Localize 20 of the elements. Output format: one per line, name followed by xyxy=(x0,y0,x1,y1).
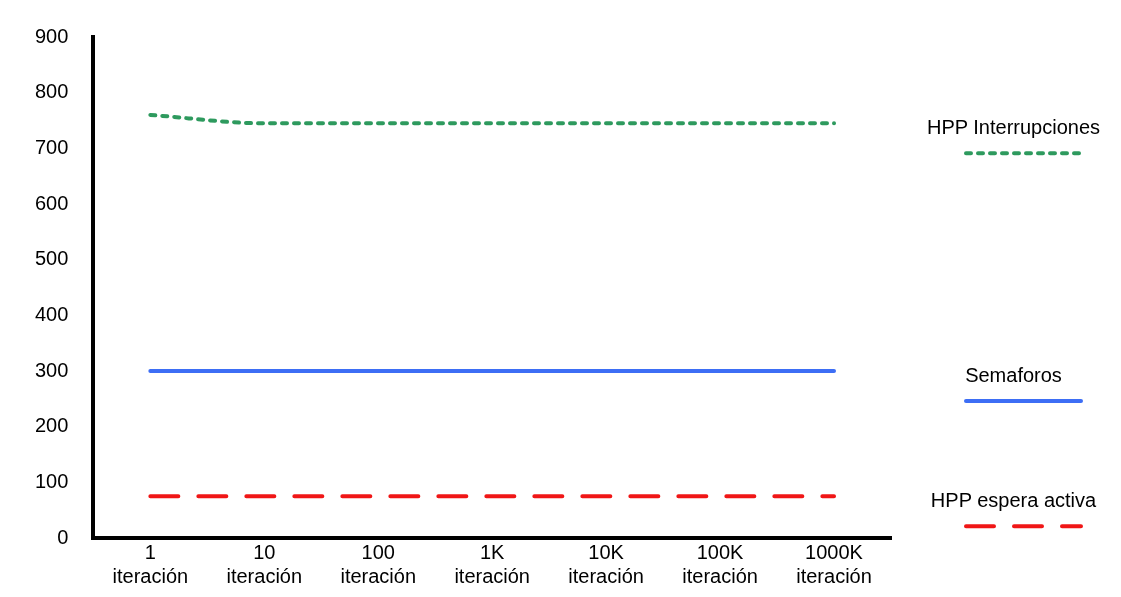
x-tick-label: 10K iteración xyxy=(568,540,644,587)
x-tick-label: 1 iteración xyxy=(112,540,189,587)
y-tick-label: 700 xyxy=(34,135,69,158)
text: Semaforos xyxy=(965,363,1062,386)
y-tick-label: 200 xyxy=(34,414,69,437)
x-tick-label: 10 iteración xyxy=(226,540,303,587)
x-tick-label: 100K iteración xyxy=(682,540,758,587)
y-tick-label: 500 xyxy=(34,247,69,270)
y-tick-label: 600 xyxy=(34,191,69,214)
y-tick-label: 300 xyxy=(34,358,69,381)
text: HPP espera activa xyxy=(930,488,1098,511)
y-tick-label: 400 xyxy=(34,302,69,325)
y-tick-label: 100 xyxy=(34,469,69,492)
x-tick-label: 1000K iteración xyxy=(796,540,872,587)
y-tick-label: 900 xyxy=(34,24,69,47)
x-tick-label: 1K iteración xyxy=(454,540,530,587)
x-tick-label: 100 iteración xyxy=(340,540,417,587)
text: HPP Interrupciones xyxy=(926,115,1101,138)
y-tick-label: 800 xyxy=(34,80,69,103)
y-tick-label: 0 xyxy=(57,525,69,548)
